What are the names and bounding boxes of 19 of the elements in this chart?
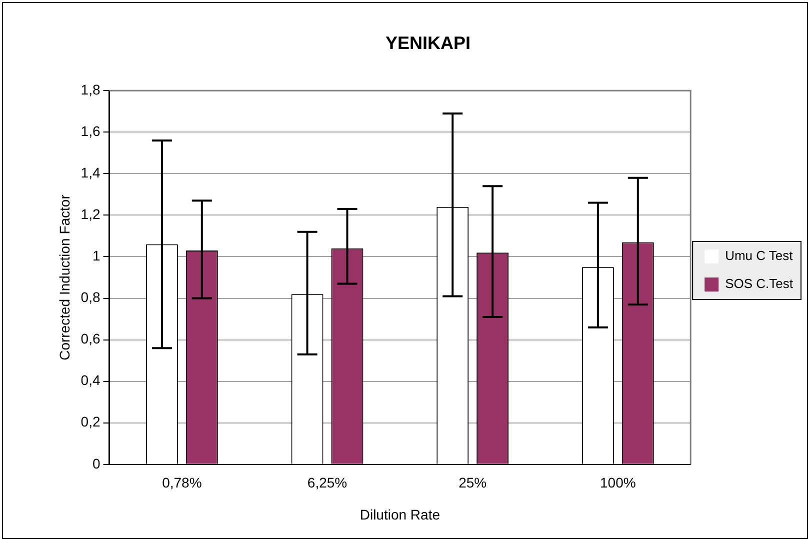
- y-tick-label: 0,4: [80, 372, 100, 388]
- x-tick-label: 0,78%: [162, 474, 202, 491]
- x-tick-label: 25%: [458, 474, 487, 491]
- x-axis-title: Dilution Rate: [360, 506, 440, 522]
- y-tick-label: 0,2: [80, 414, 100, 430]
- legend-label: Umu C Test: [725, 248, 794, 264]
- chart-title: YENIKAPI: [385, 32, 471, 53]
- y-tick-label: 1: [92, 248, 100, 264]
- y-tick-label: 1,2: [80, 206, 100, 222]
- y-tick-label: 1,8: [80, 81, 100, 98]
- x-tick-label: 100%: [600, 474, 636, 491]
- y-tick-label: 1,6: [80, 122, 100, 139]
- y-tick-label: 0,6: [80, 330, 100, 347]
- y-axis-title: Corrected Induction Factor: [56, 194, 72, 360]
- x-tick-label: 6,25%: [307, 474, 348, 491]
- y-tick-label: 0: [92, 455, 100, 472]
- legend-label: SOS C.Test: [725, 276, 794, 292]
- y-tick-label: 1,4: [80, 164, 100, 181]
- y-tick-label: 0,8: [80, 289, 100, 306]
